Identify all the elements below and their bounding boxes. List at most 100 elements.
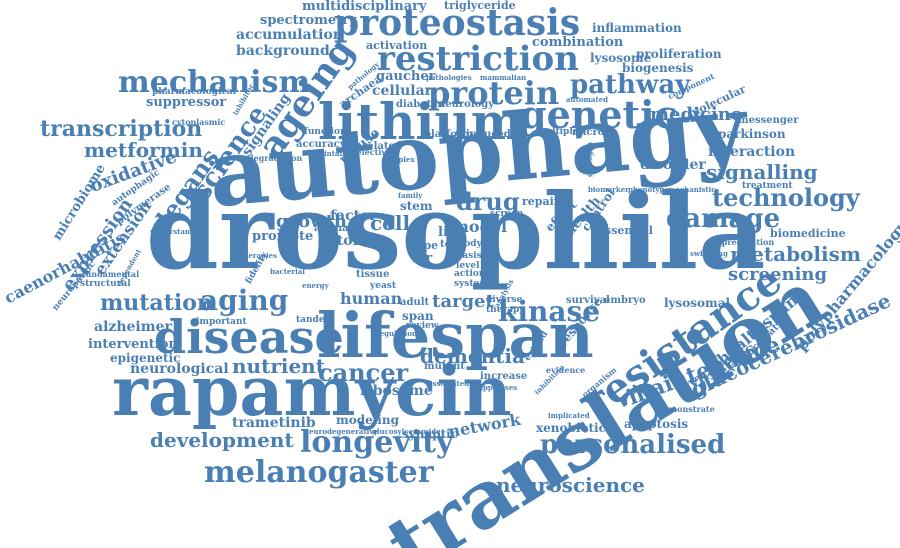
word-lithium: lithium xyxy=(318,92,524,151)
word-automated: automated xyxy=(566,95,609,104)
word-mutation: mutation xyxy=(100,290,213,316)
word-cancer: cancer xyxy=(318,358,409,387)
word-glycogen: glycogen xyxy=(585,142,594,177)
word-biogenesis: biogenesis xyxy=(622,61,694,75)
word-model: model xyxy=(452,217,508,236)
word-dementia: dementia xyxy=(420,344,525,368)
word-combination: combination xyxy=(532,35,624,50)
word-damage: damage xyxy=(666,204,781,234)
word-therapy: therapy xyxy=(486,305,525,315)
word-cellular: cellular xyxy=(372,83,433,99)
word-cell: cell xyxy=(370,211,411,235)
word-promote: promote xyxy=(252,229,314,244)
word-suppresses: suppresses xyxy=(474,383,518,392)
word-proliferation: proliferation xyxy=(636,47,722,61)
word-repair: repair xyxy=(522,195,560,208)
word-animal: animal xyxy=(314,223,353,234)
word-activation: activation xyxy=(366,39,428,52)
word-complex: complex xyxy=(382,155,415,164)
word-melanogaster: melanogaster xyxy=(204,455,434,490)
word-interaction: interaction xyxy=(708,144,796,160)
word-synaptic: synaptic xyxy=(402,427,459,441)
word-system: system xyxy=(454,279,489,289)
word-demonstrate: demonstrate xyxy=(658,404,715,414)
word-stem: stem xyxy=(400,199,433,213)
word-basis: basis xyxy=(456,251,482,261)
word-function: function xyxy=(304,127,347,137)
word-action: action xyxy=(454,269,486,279)
word-mechanistic: mechanistic xyxy=(668,185,716,194)
word-apoptosis: apoptosis xyxy=(624,417,689,431)
word-restriction: restriction xyxy=(377,39,579,79)
word-biomarker: biomarker xyxy=(588,185,629,194)
word-yeast: yeast xyxy=(370,281,397,291)
word-protein: protein xyxy=(428,74,560,112)
word-pathologies: pathologies xyxy=(426,73,472,82)
word-alzheimer: alzheimer xyxy=(94,319,172,335)
word-biomedicine: biomedicine xyxy=(770,227,846,240)
word-pharmacological: pharmacological xyxy=(152,87,237,97)
word-important: important xyxy=(196,317,247,327)
word-human: human xyxy=(340,289,403,308)
word-understanding: understanding xyxy=(150,227,208,236)
word-xenobiotic: xenobiotic xyxy=(536,421,606,435)
word-target: target xyxy=(432,291,494,312)
word-accuracy: accuracy xyxy=(296,139,346,150)
word-trametinib: trametinib xyxy=(232,415,316,431)
word-implicated: implicated xyxy=(548,411,590,420)
word-longevity: longevity xyxy=(300,425,454,460)
word-adult: adult xyxy=(400,297,430,308)
word-tandem: tandem xyxy=(296,315,335,325)
word-gaucher: gaucher xyxy=(376,69,436,84)
word-life: life xyxy=(438,225,462,240)
word-metabolism: metabolism xyxy=(730,242,862,266)
word-diabetes: diabetes xyxy=(396,99,444,110)
word-body: body xyxy=(458,239,482,249)
word-medicine: medicine xyxy=(650,104,743,125)
word-disorder: disorder xyxy=(640,157,706,173)
word-regulation: regulation xyxy=(376,329,417,338)
word-related: related xyxy=(362,141,402,152)
word-treatment: treatment xyxy=(742,181,793,191)
word-increase: increase xyxy=(480,371,528,382)
word-cytoplasmic: cytoplasmic xyxy=(172,117,226,127)
word-spectrometry: spectrometry xyxy=(260,13,357,28)
word-type: type xyxy=(412,239,439,252)
word-screen: screen xyxy=(490,209,524,219)
word-lysosomal: lysosomal xyxy=(664,296,731,310)
word-degradation: degradation xyxy=(248,153,303,163)
word-signalling: signalling xyxy=(706,160,818,184)
word-level: level xyxy=(456,261,480,271)
word-multiple: multiple xyxy=(536,127,579,137)
word-phenotype: phenotype xyxy=(628,185,669,194)
word-mutant: mutant xyxy=(424,361,465,372)
word-metformin: metformin xyxy=(84,138,203,162)
word-triglyceride: triglyceride xyxy=(444,0,516,12)
word-mtor: mtor xyxy=(322,233,360,249)
word-maintain: maintain xyxy=(312,149,348,158)
word-background: background xyxy=(236,43,330,59)
word-neurodegenerative: neurodegenerative xyxy=(304,427,378,436)
word-span: span xyxy=(402,309,434,323)
word-screening: screening xyxy=(728,264,828,285)
word-development: development xyxy=(150,428,294,452)
word-drosophila: drosophila xyxy=(146,170,766,293)
word-multidisciplinary: multidisciplinary xyxy=(302,0,427,14)
word-torc: torc xyxy=(440,239,463,250)
word-lysosome: lysosome xyxy=(590,51,652,65)
word-induced: induced xyxy=(466,129,511,140)
word-glucosylceramide: glucosylceramide xyxy=(372,427,441,436)
word-parkinson: parkinson xyxy=(718,127,786,141)
word-growth: growth xyxy=(276,211,347,232)
word-associated: associated xyxy=(428,379,470,388)
word-survival: survival xyxy=(566,295,610,306)
word-epigenetic: epigenetic xyxy=(110,351,181,365)
word-energy: energy xyxy=(302,281,329,290)
word-essential: essential xyxy=(598,224,653,237)
word-modeling: modeling xyxy=(336,413,399,427)
word-microbe: microbe xyxy=(572,127,618,138)
word-switching: switching xyxy=(690,249,728,258)
word-lifespan: lifespan xyxy=(317,299,594,372)
word-kinase: kinase xyxy=(498,295,601,328)
